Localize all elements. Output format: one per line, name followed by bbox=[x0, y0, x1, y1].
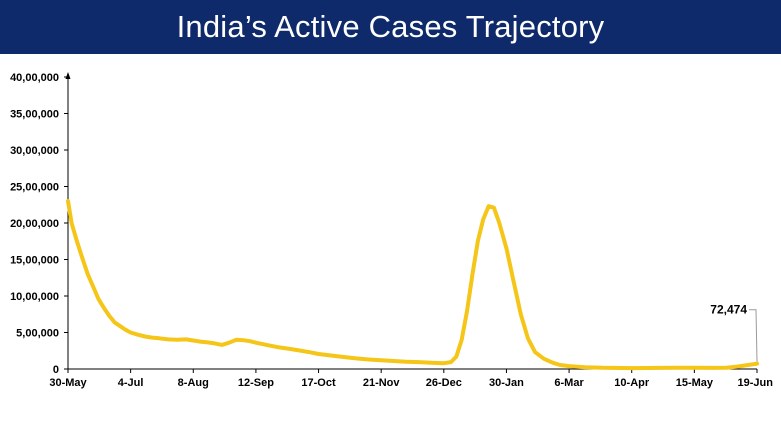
x-tick-label: 30-May bbox=[49, 377, 87, 389]
x-tick-label: 19-Jun bbox=[738, 377, 774, 389]
x-tick-label: 15-May bbox=[676, 377, 714, 389]
y-tick-label: 20,00,000 bbox=[10, 218, 59, 230]
x-tick-label: 30-Jan bbox=[489, 377, 524, 389]
axes bbox=[65, 72, 757, 370]
y-tick-label: 40,00,000 bbox=[10, 72, 59, 84]
annotation-leader-line bbox=[749, 309, 758, 362]
chart-title: India’s Active Cases Trajectory bbox=[176, 9, 605, 44]
x-tick-label: 12-Sep bbox=[238, 377, 274, 389]
y-tick-label: 0 bbox=[53, 364, 59, 376]
x-tick-label: 21-Nov bbox=[363, 377, 401, 389]
x-axis-ticks: 30-May 4-Jul 8-Aug 12-Sep 17-Oct 21-Nov 26-Dec… bbox=[49, 369, 773, 389]
x-tick-label: 17-Oct bbox=[301, 377, 336, 389]
y-axis-arrow bbox=[65, 72, 71, 79]
active-cases-line bbox=[66, 199, 759, 371]
title-bar: India’s Active Cases Trajectory bbox=[0, 0, 781, 54]
y-tick-label: 10,00,000 bbox=[10, 291, 59, 303]
x-tick-label: 4-Jul bbox=[118, 377, 144, 389]
active-cases-chart: 0 5,00,000 10,00,000 15,00,000 20,00,000 25,0… bbox=[10, 72, 773, 389]
annotations: 72,474 bbox=[710, 303, 758, 362]
x-tick-label: 10-Apr bbox=[614, 377, 650, 389]
y-tick-label: 15,00,000 bbox=[10, 255, 59, 267]
x-tick-label: 8-Aug bbox=[178, 377, 209, 389]
x-tick-label: 6-Mar bbox=[554, 377, 584, 389]
series-group bbox=[66, 199, 759, 371]
y-tick-label: 35,00,000 bbox=[10, 109, 59, 121]
y-tick-label: 30,00,000 bbox=[10, 145, 59, 157]
y-axis-ticks: 0 5,00,000 10,00,000 15,00,000 20,00,000 25,0… bbox=[10, 72, 68, 376]
y-tick-label: 5,00,000 bbox=[16, 328, 59, 340]
x-tick-label: 26-Dec bbox=[426, 377, 462, 389]
y-tick-label: 25,00,000 bbox=[10, 182, 59, 194]
annotation-label: 72,474 bbox=[710, 303, 747, 317]
